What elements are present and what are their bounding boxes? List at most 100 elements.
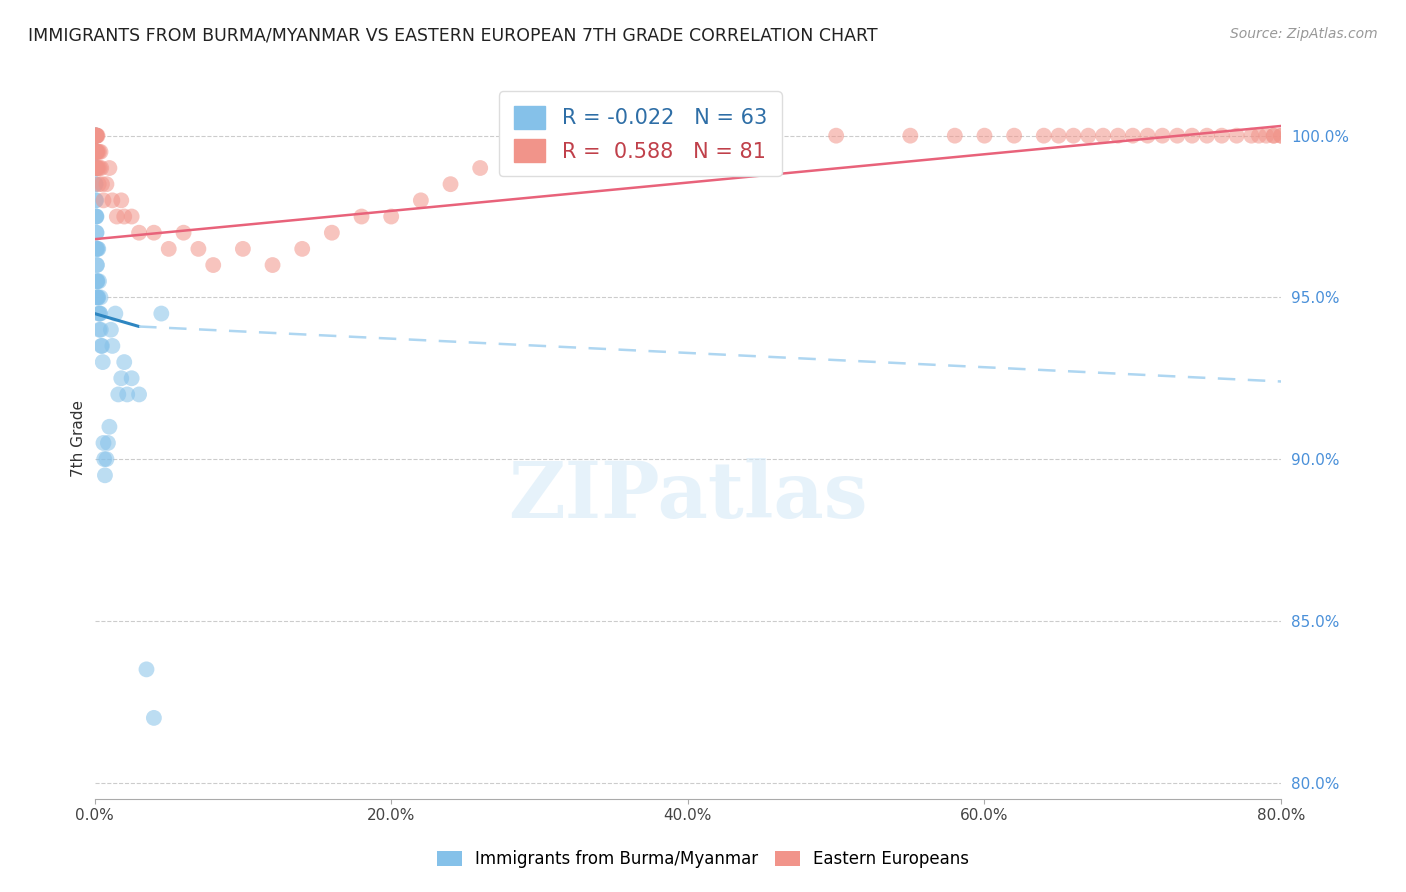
Point <box>84 194 107 208</box>
Point <box>676 128 699 143</box>
Point <box>1047 128 1070 143</box>
Point <box>89 307 111 321</box>
Point <box>409 194 432 208</box>
Point <box>87 274 110 288</box>
Point <box>84 128 107 143</box>
Point <box>173 226 195 240</box>
Point <box>1077 128 1099 143</box>
Point <box>943 128 966 143</box>
Point <box>86 128 108 143</box>
Point <box>1270 128 1292 143</box>
Point <box>86 145 108 159</box>
Point <box>86 145 108 159</box>
Point <box>86 161 108 175</box>
Point <box>142 226 165 240</box>
Point <box>84 128 107 143</box>
Point <box>84 161 107 175</box>
Point <box>86 274 108 288</box>
Point <box>110 371 132 385</box>
Point <box>1062 128 1084 143</box>
Point <box>101 339 124 353</box>
Point <box>107 387 129 401</box>
Point <box>87 161 110 175</box>
Legend: R = -0.022   N = 63, R =  0.588   N = 81: R = -0.022 N = 63, R = 0.588 N = 81 <box>499 92 782 177</box>
Point <box>898 128 921 143</box>
Point <box>825 128 848 143</box>
Point <box>128 387 150 401</box>
Point <box>86 128 108 143</box>
Point <box>84 161 107 175</box>
Point <box>470 161 492 175</box>
Point <box>84 161 107 175</box>
Point <box>110 194 132 208</box>
Point <box>135 662 157 676</box>
Point <box>1092 128 1115 143</box>
Point <box>86 128 108 143</box>
Point <box>1211 128 1233 143</box>
Point <box>1226 128 1249 143</box>
Point <box>93 436 115 450</box>
Point <box>104 307 127 321</box>
Point <box>321 226 343 240</box>
Point <box>86 290 108 304</box>
Point <box>84 210 107 224</box>
Point <box>87 145 110 159</box>
Point <box>91 339 114 353</box>
Point <box>91 355 114 369</box>
Point <box>86 226 108 240</box>
Point <box>89 323 111 337</box>
Point <box>1263 128 1285 143</box>
Point <box>84 145 107 159</box>
Point <box>84 177 107 191</box>
Point <box>86 161 108 175</box>
Point <box>1270 128 1292 143</box>
Point <box>97 436 120 450</box>
Point <box>98 161 121 175</box>
Y-axis label: 7th Grade: 7th Grade <box>72 400 86 476</box>
Point <box>89 161 111 175</box>
Point <box>112 355 135 369</box>
Point <box>101 194 124 208</box>
Point <box>86 242 108 256</box>
Point <box>84 161 107 175</box>
Point <box>115 387 138 401</box>
Point <box>87 307 110 321</box>
Point <box>1152 128 1174 143</box>
Point <box>350 210 373 224</box>
Point <box>1032 128 1054 143</box>
Point <box>90 339 112 353</box>
Point <box>187 242 209 256</box>
Point <box>84 161 107 175</box>
Point <box>84 177 107 191</box>
Point <box>84 128 107 143</box>
Point <box>86 242 108 256</box>
Point <box>262 258 284 272</box>
Point <box>1107 128 1129 143</box>
Point <box>86 290 108 304</box>
Point <box>150 307 173 321</box>
Point <box>380 210 402 224</box>
Point <box>86 161 108 175</box>
Point <box>112 210 135 224</box>
Point <box>86 242 108 256</box>
Point <box>90 323 112 337</box>
Point <box>90 161 112 175</box>
Point <box>84 128 107 143</box>
Point <box>86 258 108 272</box>
Point <box>121 210 143 224</box>
Point <box>86 145 108 159</box>
Point <box>87 177 110 191</box>
Point <box>94 468 117 483</box>
Point <box>100 323 122 337</box>
Point <box>1240 128 1263 143</box>
Point <box>86 210 108 224</box>
Point <box>84 128 107 143</box>
Point <box>232 242 254 256</box>
Point <box>87 145 110 159</box>
Point <box>202 258 225 272</box>
Point <box>93 452 115 467</box>
Point <box>84 128 107 143</box>
Point <box>86 274 108 288</box>
Point <box>87 290 110 304</box>
Point <box>84 145 107 159</box>
